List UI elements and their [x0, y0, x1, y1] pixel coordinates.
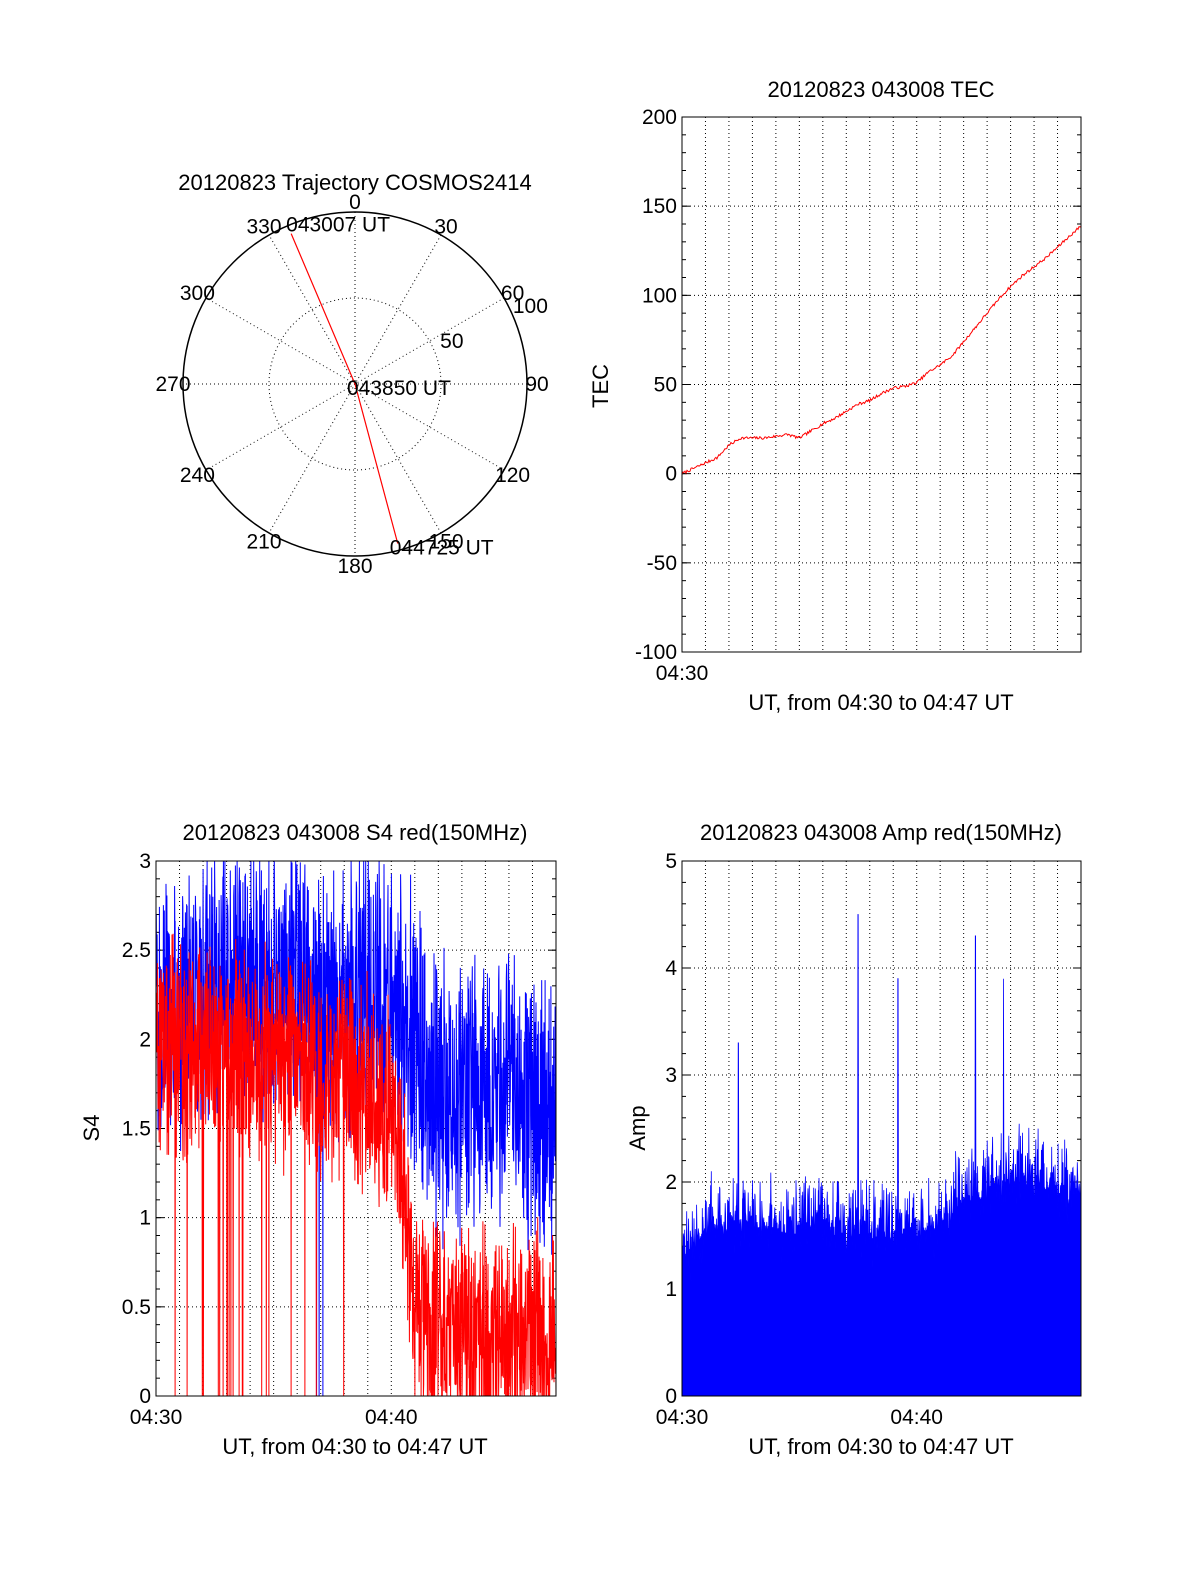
- polar-azimuth-label: 300: [180, 282, 215, 305]
- y-tick-label: 3: [139, 850, 151, 873]
- tec-x-axis-label: UT, from 04:30 to 04:47 UT: [748, 690, 1013, 715]
- polar-azimuth-labels: 0 30 60 90 120 150 180 210 240 270 300 330 50 100: [155, 191, 548, 578]
- y-tick-label: 1: [139, 1207, 151, 1230]
- polar-inner-circle: [268, 297, 442, 471]
- y-tick-label: 100: [642, 284, 677, 307]
- polar-azimuth-label: 210: [246, 531, 281, 554]
- polar-azimuth-label: 180: [337, 555, 372, 578]
- x-tick-label: 04:40: [365, 1406, 418, 1429]
- y-tick-label: 0.5: [122, 1296, 151, 1319]
- plot-frame: [681, 860, 1082, 1397]
- polar-azimuth-label: 240: [180, 464, 215, 487]
- y-tick-label: -100: [635, 641, 677, 664]
- polar-radial-label: 100: [513, 295, 548, 318]
- trajectory-line: [290, 233, 399, 544]
- trajectory-time-label: 043850 UT: [347, 377, 451, 400]
- polar-radial-label: 50: [440, 330, 463, 353]
- amp-title: 20120823 043008 Amp red(150MHz): [700, 820, 1062, 845]
- x-tick-label: 04:40: [890, 1406, 943, 1429]
- amp-x-axis-label: UT, from 04:30 to 04:47 UT: [748, 1434, 1013, 1459]
- trajectory-title: 20120823 Trajectory COSMOS2414: [178, 170, 531, 195]
- s4-panel: 20120823 043008 S4 red(150MHz) S4 UT, fr…: [79, 820, 557, 1459]
- y-tick-label: 0: [665, 463, 677, 486]
- x-tick-label: 04:30: [656, 662, 709, 685]
- y-tick-label: 50: [654, 374, 677, 397]
- y-tick-label: 0: [665, 1385, 677, 1408]
- y-tick-label: 1: [665, 1278, 677, 1301]
- tec-panel: 20120823 043008 TEC TEC UT, from 04:30 t…: [588, 77, 1082, 715]
- y-tick-label: 4: [665, 957, 677, 980]
- amp-y-axis-label: Amp: [625, 1105, 650, 1150]
- s4-y-axis-label: S4: [79, 1115, 104, 1142]
- plot-frame: [681, 116, 1082, 653]
- y-tick-label: -50: [647, 552, 677, 575]
- polar-azimuth-label: 150: [428, 531, 463, 554]
- y-tick-label: 2.5: [122, 939, 151, 962]
- s4-x-axis-label: UT, from 04:30 to 04:47 UT: [222, 1434, 487, 1459]
- y-tick-label: 5: [665, 850, 677, 873]
- x-tick-label: 04:30: [130, 1406, 183, 1429]
- polar-azimuth-label: 60: [501, 282, 524, 305]
- y-tick-label: 2: [665, 1171, 677, 1194]
- y-tick-label: 3: [665, 1064, 677, 1087]
- polar-trajectory-track: 043007 UT 043850 UT 044725 UT: [286, 214, 494, 560]
- amp-plot-area: 5 4 3 2 1 004:30 04:40: [656, 850, 1082, 1429]
- polar-azimuth-label: 270: [155, 373, 190, 396]
- s4-series-line: [155, 933, 557, 1397]
- s4-series-line: [155, 860, 557, 1397]
- amp-series-area: [681, 914, 1082, 1397]
- trajectory-time-label: 043007 UT: [286, 214, 390, 237]
- polar-azimuth-label: 90: [525, 373, 548, 396]
- polar-azimuth-label: 30: [434, 215, 457, 238]
- y-tick-label: 150: [642, 195, 677, 218]
- tec-title: 20120823 043008 TEC: [767, 77, 994, 102]
- plot-frame: [155, 860, 557, 1397]
- y-tick-label: 2: [139, 1028, 151, 1051]
- polar-azimuth-label: 120: [495, 464, 530, 487]
- trajectory-polar-panel: 20120823 Trajectory COSMOS2414 0 30 60 90 12…: [155, 170, 548, 578]
- polar-azimuth-label: 330: [246, 215, 281, 238]
- x-tick-label: 04:30: [656, 1406, 709, 1429]
- amp-panel: 20120823 043008 Amp red(150MHz) Amp UT, …: [625, 820, 1082, 1459]
- trajectory-time-label: 044725 UT: [390, 536, 494, 559]
- y-tick-label: 0: [139, 1385, 151, 1408]
- s4-title: 20120823 043008 S4 red(150MHz): [183, 820, 528, 845]
- y-tick-label: 200: [642, 106, 677, 129]
- tec-series-line: [681, 225, 1082, 475]
- tec-y-axis-label: TEC: [588, 364, 613, 408]
- y-tick-label: 1.5: [122, 1118, 151, 1141]
- polar-azimuth-label: 0: [349, 191, 361, 214]
- s4-plot-area: 3 2.5 2 1.5 1 0.5 004:30 04:40: [122, 850, 557, 1429]
